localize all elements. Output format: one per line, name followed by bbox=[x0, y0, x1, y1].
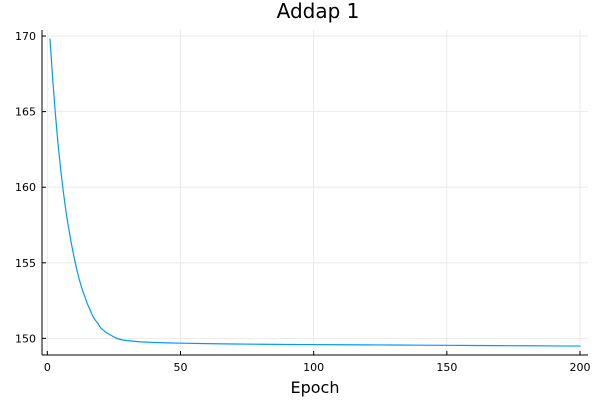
x-tick-label-0: 0 bbox=[44, 361, 51, 374]
x-tick-label-1: 50 bbox=[173, 361, 187, 374]
x-tick-label-2: 100 bbox=[303, 361, 324, 374]
x-axis-label: Epoch bbox=[291, 378, 340, 397]
y-tick-label-0: 150 bbox=[15, 332, 36, 345]
x-tick-label-4: 200 bbox=[570, 361, 591, 374]
y-tick-label-1: 155 bbox=[15, 257, 36, 270]
grid-layer bbox=[42, 30, 588, 355]
y-tick-label-3: 165 bbox=[15, 106, 36, 119]
chart-title: Addap 1 bbox=[277, 0, 360, 23]
series-line-0 bbox=[49, 38, 581, 347]
y-tick-label-4: 170 bbox=[15, 30, 36, 43]
series-layer bbox=[49, 38, 581, 347]
ticks-layer: 0 50 100 150 200 150 155 160 165 170 bbox=[15, 30, 591, 374]
y-tick-label-2: 160 bbox=[15, 181, 36, 194]
x-tick-label-3: 150 bbox=[436, 361, 457, 374]
